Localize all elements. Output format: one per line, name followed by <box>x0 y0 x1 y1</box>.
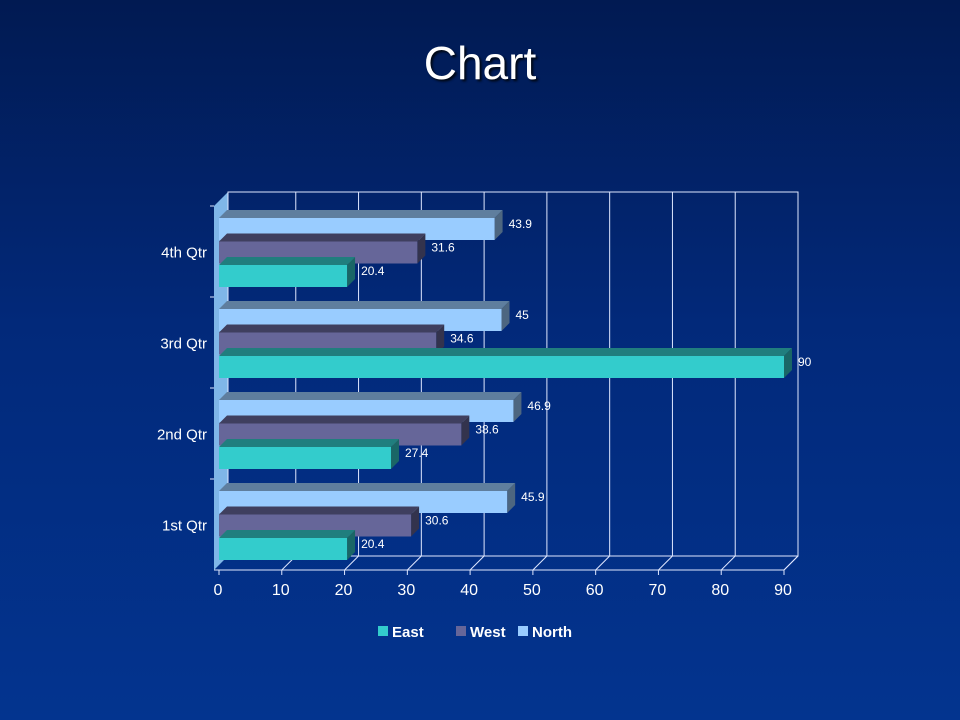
bar-north-1st-qtr-side <box>507 483 516 513</box>
floor-gridline <box>595 555 611 571</box>
bar-east-3rd-qtr-side <box>784 348 792 378</box>
bar-west-3rd-qtr-side <box>436 324 445 355</box>
bar-north-3rd-qtr-side <box>501 301 510 331</box>
bar-east-3rd-qtr-top <box>219 348 792 356</box>
bar-east-2nd-qtr-side <box>391 439 400 469</box>
bar-east-4th-qtr-top <box>219 257 356 265</box>
x-axis-ticks: 0 10 20 30 40 50 60 70 80 90 <box>214 570 792 599</box>
data-label: 45.9 <box>521 490 545 504</box>
bar-west-3rd-qtr-top <box>219 324 445 333</box>
x-tick-label: 70 <box>649 582 667 599</box>
category-label: 4th Qtr <box>161 245 207 262</box>
y-axis-categories: 1st Qtr 2nd Qtr 3rd Qtr 4th Qtr <box>157 205 214 535</box>
legend-swatch-north <box>518 626 528 636</box>
legend-swatch-west <box>456 626 466 636</box>
legend: East West North <box>378 624 572 641</box>
floor-gridline <box>532 555 548 571</box>
data-labels: 45.9 30.6 20.4 46.9 38.6 27.4 45 34.6 90 43.9 31.6… <box>361 217 812 551</box>
bar-east-2nd-qtr-top <box>219 439 400 447</box>
bars <box>219 210 792 560</box>
bar-north-2nd-qtr-top <box>219 392 522 400</box>
data-label: 46.9 <box>527 399 551 413</box>
data-label: 45 <box>516 308 530 322</box>
data-label: 20.4 <box>361 264 385 278</box>
floor-gridline <box>783 555 799 571</box>
data-label: 90 <box>798 355 812 369</box>
floor-gridline <box>720 555 736 571</box>
bar-east-3rd-qtr <box>219 356 784 378</box>
bar-east-4th-qtr <box>219 265 348 287</box>
data-label: 30.6 <box>425 514 449 528</box>
bar-west-1st-qtr-top <box>219 506 420 515</box>
floor-gridline <box>469 555 485 571</box>
x-tick-label: 20 <box>335 582 353 599</box>
category-label: 2nd Qtr <box>157 427 207 444</box>
category-label: 3rd Qtr <box>160 336 207 353</box>
x-tick-label: 0 <box>214 582 223 599</box>
bar-north-4th-qtr-top <box>219 210 503 218</box>
bar-west-2nd-qtr-top <box>219 415 470 424</box>
category-label: 1st Qtr <box>162 518 207 535</box>
bar-east-2nd-qtr <box>219 447 392 469</box>
slide-title: Chart <box>423 37 537 89</box>
bar-east-1st-qtr-side <box>347 530 356 560</box>
data-label: 38.6 <box>475 423 499 437</box>
data-label: 43.9 <box>509 217 533 231</box>
data-label: 20.4 <box>361 537 385 551</box>
x-tick-label: 80 <box>711 582 729 599</box>
bar-west-2nd-qtr-side <box>461 415 470 446</box>
bar-east-1st-qtr <box>219 538 348 560</box>
x-tick-label: 30 <box>397 582 415 599</box>
floor-gridline <box>658 555 673 571</box>
legend-label-east: East <box>392 624 424 641</box>
bar-north-3rd-qtr-top <box>219 301 510 309</box>
x-tick-label: 60 <box>586 582 604 599</box>
data-label: 31.6 <box>431 241 455 255</box>
legend-swatch-east <box>378 626 388 636</box>
x-tick-label: 90 <box>774 582 792 599</box>
legend-label-west: West <box>470 624 506 641</box>
legend-label-north: North <box>532 624 572 641</box>
bar-north-1st-qtr-top <box>219 483 516 491</box>
bar-west-4th-qtr-side <box>417 233 426 264</box>
bar-east-1st-qtr-top <box>219 530 356 538</box>
x-tick-label: 50 <box>523 582 541 599</box>
x-tick-label: 40 <box>460 582 478 599</box>
bar-north-2nd-qtr-side <box>513 392 522 422</box>
data-label: 27.4 <box>405 446 429 460</box>
floor-gridline <box>344 555 359 571</box>
bar-west-1st-qtr-side <box>411 506 420 537</box>
x-tick-label: 10 <box>272 582 290 599</box>
bar-west-4th-qtr-top <box>219 233 426 242</box>
floor-gridline <box>406 555 422 571</box>
data-label: 34.6 <box>450 332 474 346</box>
bar-east-4th-qtr-side <box>347 257 356 287</box>
bar-north-4th-qtr-side <box>494 210 503 240</box>
